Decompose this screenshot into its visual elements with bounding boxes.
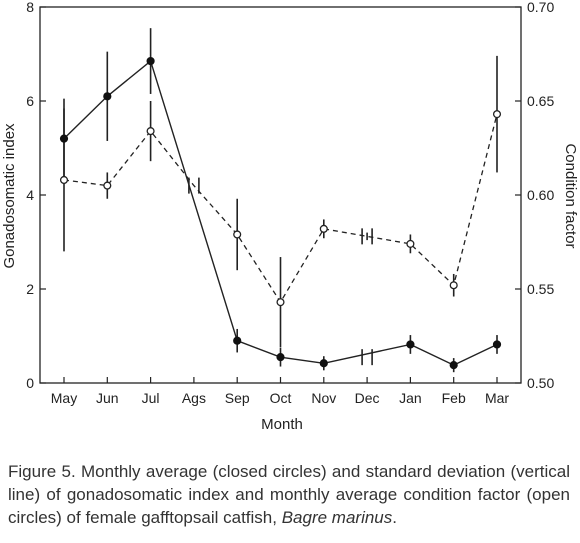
gsi-point xyxy=(146,56,155,66)
cf-point xyxy=(146,127,155,136)
right-y-tick-label: 0.50 xyxy=(527,375,554,391)
right-y-axis-title: Condition factor xyxy=(562,143,579,248)
cf-point xyxy=(59,175,69,185)
cf-point xyxy=(492,110,502,119)
left-y-tick-label: 4 xyxy=(26,187,34,203)
cf-point xyxy=(406,239,415,248)
right-y-tick-label: 0.55 xyxy=(527,281,554,297)
x-tick-label: Oct xyxy=(270,390,292,406)
caption-text: Figure 5. Monthly average (closed circle… xyxy=(8,462,570,527)
gsi-point xyxy=(492,340,502,349)
right-y-tick-label: 0.60 xyxy=(527,187,554,203)
left-y-tick-label: 8 xyxy=(26,0,34,15)
x-tick-label: Jan xyxy=(399,390,422,406)
left-y-tick-label: 2 xyxy=(26,281,34,297)
chart: 0 2 4 6 8 0.50 0.55 0.60 0.65 0.70 May Jun Jul Ags Sep… xyxy=(1,0,579,433)
gsi-point xyxy=(59,134,69,143)
left-y-tick-label: 6 xyxy=(26,93,34,109)
x-tick-label: Ags xyxy=(182,390,206,406)
left-y-axis-title: Gonadosomatic index xyxy=(1,123,18,269)
right-y-tick-label: 0.70 xyxy=(527,0,554,15)
x-tick-label: May xyxy=(51,390,77,406)
cf-point xyxy=(103,181,112,190)
figure-caption: Figure 5. Monthly average (closed circle… xyxy=(8,460,570,529)
plot-area: 0 2 4 6 8 0.50 0.55 0.60 0.65 0.70 May Jun Jul Ags Sep… xyxy=(26,0,554,406)
right-y-tick-label: 0.65 xyxy=(527,93,554,109)
gsi-point xyxy=(319,359,328,368)
x-tick-label: Mar xyxy=(485,390,509,406)
cf-point xyxy=(276,298,285,307)
left-y-tick-label: 0 xyxy=(26,375,34,391)
gsi-point xyxy=(233,336,242,345)
x-tick-label: Nov xyxy=(311,390,336,406)
x-tick-label: Jul xyxy=(142,390,160,406)
caption-end: . xyxy=(392,508,397,527)
caption-species: Bagre marinus xyxy=(281,508,393,527)
cf-point xyxy=(449,281,458,290)
gsi-point xyxy=(449,361,458,370)
gsi-point xyxy=(406,340,415,349)
x-tick-label: Feb xyxy=(442,390,466,406)
cf-point xyxy=(319,224,328,233)
gsi-point xyxy=(276,353,285,362)
x-tick-label: Dec xyxy=(355,390,380,406)
x-tick-label: Sep xyxy=(225,390,250,406)
x-axis-title: Month xyxy=(261,416,303,433)
x-tick-label: Jun xyxy=(96,390,119,406)
gsi-point xyxy=(103,92,112,101)
cf-point xyxy=(233,230,242,239)
